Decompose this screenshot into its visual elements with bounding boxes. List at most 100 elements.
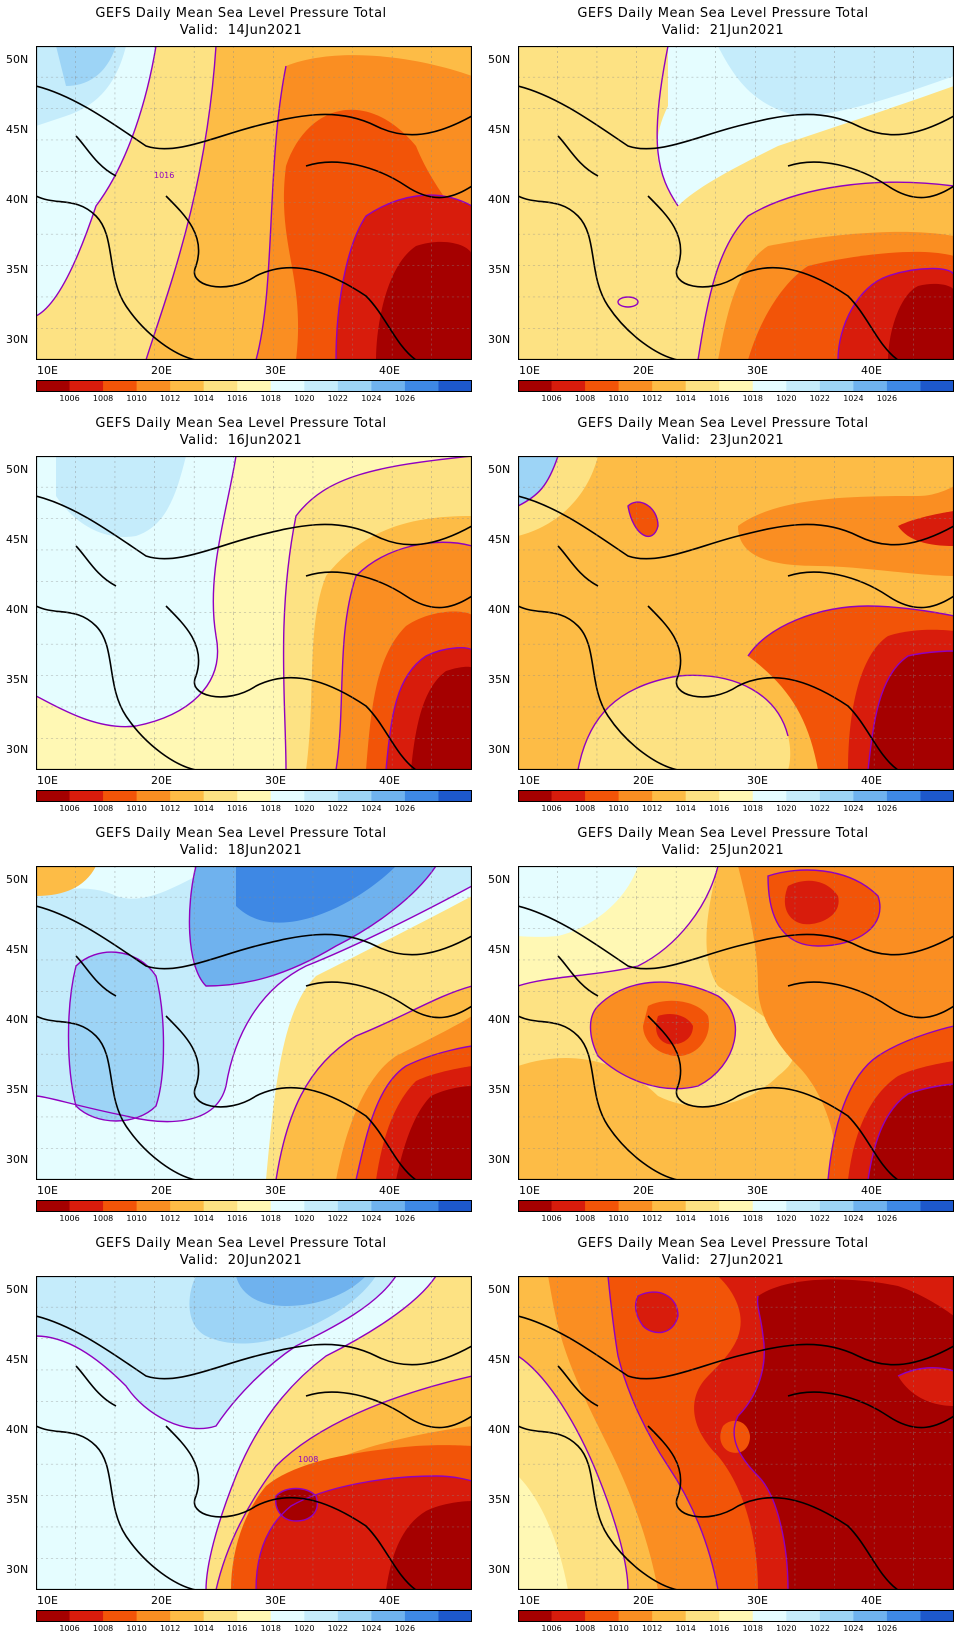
colorbar-swatch xyxy=(36,1200,71,1212)
colorbar-swatch xyxy=(270,380,305,392)
panel-valid-date: Valid: 20Jun2021 xyxy=(179,1253,303,1268)
colorbar-label: 1006 xyxy=(59,394,80,403)
colorbar-swatch xyxy=(652,380,687,392)
colorbar-swatch xyxy=(853,790,888,802)
colorbar-border xyxy=(36,1610,472,1622)
colorbar-label: 1008 xyxy=(92,1214,114,1223)
colorbar-swatch xyxy=(551,790,586,802)
lat-label: 30N xyxy=(6,743,29,756)
colorbar-swatch xyxy=(752,790,787,802)
colorbar-swatch xyxy=(786,790,821,802)
lat-label: 40N xyxy=(6,193,29,206)
colorbar-label: 1012 xyxy=(641,1214,663,1223)
lat-label: 50N xyxy=(6,873,29,886)
colorbar-label: 1010 xyxy=(608,394,629,403)
colorbar-swatch xyxy=(438,790,472,802)
lon-label: 30E xyxy=(265,364,286,377)
colorbar-swatch xyxy=(203,790,238,802)
lon-label: 20E xyxy=(633,364,654,377)
lon-label: 10E xyxy=(37,1184,58,1197)
lat-label: 30N xyxy=(488,1563,511,1576)
lon-label: 40E xyxy=(379,774,400,787)
colorbar-swatch xyxy=(203,1200,238,1212)
colorbar-swatch xyxy=(69,380,104,392)
colorbar-swatch xyxy=(270,790,305,802)
panel-title: GEFS Daily Mean Sea Level Pressure Total xyxy=(577,416,869,431)
lon-label: 10E xyxy=(519,364,540,377)
colorbar-label: 1016 xyxy=(227,1624,248,1633)
colorbar-label: 1018 xyxy=(742,804,763,813)
panel-8: GEFS Daily Mean Sea Level Pressure Total… xyxy=(482,1230,964,1640)
colorbar-label: 1010 xyxy=(126,394,147,403)
colorbar-label: 1012 xyxy=(641,804,663,813)
colorbar-label: 1022 xyxy=(327,394,349,403)
lat-label: 45N xyxy=(488,943,511,956)
colorbar-label: 1022 xyxy=(327,1624,349,1633)
colorbar-label: 1018 xyxy=(260,804,281,813)
colorbar-swatch xyxy=(203,1610,238,1622)
lon-label: 30E xyxy=(265,774,286,787)
colorbar-swatch xyxy=(618,1610,653,1622)
colorbar-swatch xyxy=(237,1610,272,1622)
lat-label: 45N xyxy=(6,123,29,136)
colorbar-swatch xyxy=(371,790,406,802)
colorbar-label: 1018 xyxy=(260,1214,281,1223)
colorbar-swatch xyxy=(337,790,372,802)
lat-label: 40N xyxy=(6,1423,29,1436)
colorbar-swatch xyxy=(685,380,720,392)
colorbar-swatch xyxy=(786,380,821,392)
colorbar-swatch xyxy=(404,380,439,392)
panel-valid-date: Valid: 25Jun2021 xyxy=(661,843,785,858)
colorbar-label: 1024 xyxy=(361,394,382,403)
lat-label: 30N xyxy=(6,1563,29,1576)
lon-label: 20E xyxy=(151,1184,172,1197)
lat-label: 35N xyxy=(6,263,29,276)
panel-valid-date: Valid: 16Jun2021 xyxy=(179,433,303,448)
colorbar-swatch xyxy=(585,790,620,802)
colorbar-label: 1022 xyxy=(809,1214,831,1223)
colorbar-label: 1010 xyxy=(608,804,629,813)
colorbar-swatch xyxy=(652,1610,687,1622)
colorbar-swatch xyxy=(170,1200,205,1212)
colorbar-label: 1022 xyxy=(809,804,831,813)
panel-valid-date: Valid: 27Jun2021 xyxy=(661,1253,785,1268)
colorbar-swatch xyxy=(404,1200,439,1212)
colorbar-swatch xyxy=(404,1610,439,1622)
colorbar-swatch xyxy=(786,1610,821,1622)
colorbar-swatch xyxy=(752,1200,787,1212)
colorbar-label: 1024 xyxy=(361,1214,382,1223)
pressure-map: 1008 xyxy=(36,1276,472,1590)
colorbar-swatch xyxy=(270,1200,305,1212)
colorbar-label: 1014 xyxy=(675,1214,696,1223)
colorbar-border xyxy=(518,380,954,392)
colorbar-swatch xyxy=(518,380,553,392)
colorbar-label: 1012 xyxy=(159,1624,181,1633)
colorbar-label: 1024 xyxy=(361,804,382,813)
colorbar-label: 1018 xyxy=(742,1214,763,1223)
colorbar-label: 1026 xyxy=(394,394,416,403)
colorbar-swatch xyxy=(920,1200,954,1212)
lat-label: 45N xyxy=(6,943,29,956)
colorbar-swatch xyxy=(237,380,272,392)
colorbar-swatch xyxy=(886,380,921,392)
panel-valid-date: Valid: 23Jun2021 xyxy=(661,433,785,448)
colorbar xyxy=(518,380,954,392)
colorbar xyxy=(518,1610,954,1622)
colorbar-swatch xyxy=(371,380,406,392)
colorbar-label: 1012 xyxy=(159,804,181,813)
colorbar-swatch xyxy=(103,380,138,392)
lon-label: 20E xyxy=(633,1184,654,1197)
colorbar-label: 1010 xyxy=(126,1624,147,1633)
colorbar-swatch xyxy=(438,1610,472,1622)
colorbar-label: 1018 xyxy=(742,394,763,403)
lat-label: 50N xyxy=(488,463,511,476)
colorbar-label: 1022 xyxy=(809,394,831,403)
colorbar-swatch xyxy=(203,380,238,392)
lon-label: 30E xyxy=(747,774,768,787)
lat-label: 35N xyxy=(488,1083,511,1096)
colorbar-swatch xyxy=(886,1610,921,1622)
panel-6: GEFS Daily Mean Sea Level Pressure Total… xyxy=(482,820,964,1230)
panel-title: GEFS Daily Mean Sea Level Pressure Total xyxy=(95,826,387,841)
colorbar-swatch xyxy=(304,790,339,802)
colorbar-label: 1014 xyxy=(193,804,214,813)
